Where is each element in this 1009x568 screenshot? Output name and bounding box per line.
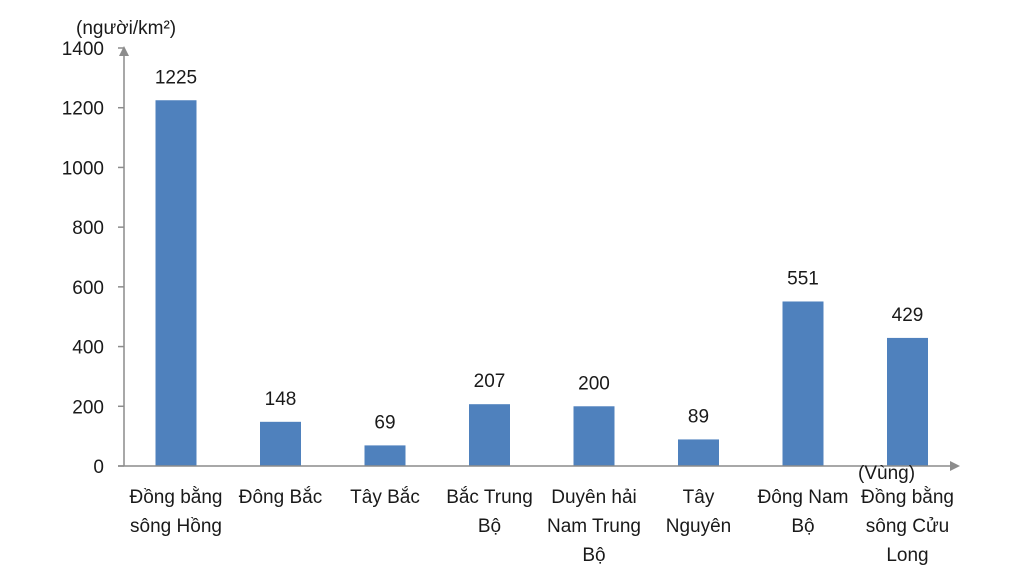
- category-label: Đồng bằng sông Cửu Long: [861, 486, 954, 566]
- y-axis-title: (người/km²): [76, 18, 176, 39]
- category-label: Duyên hải Nam Trung Bộ: [547, 487, 641, 566]
- bar: [887, 337, 928, 466]
- y-tick-label: 1000: [62, 158, 104, 179]
- data-label: 89: [688, 406, 709, 427]
- y-tick-label: 1400: [62, 39, 104, 60]
- category-label: Đông Nam Bộ: [758, 487, 849, 537]
- bar: [260, 421, 301, 466]
- data-label: 200: [578, 373, 610, 394]
- y-axis-ticks: 0 200 400 600 800 1000 1200 1400: [62, 39, 124, 478]
- data-label: 429: [892, 305, 924, 326]
- bar: [573, 406, 615, 466]
- y-tick-label: 600: [72, 278, 104, 299]
- category-label: Tây Nguyên: [666, 487, 732, 537]
- category-label: Đông Bắc: [239, 486, 322, 508]
- y-tick-label: 800: [72, 218, 104, 239]
- data-label: 1225: [155, 67, 197, 88]
- bar: [782, 301, 824, 466]
- bar: [678, 439, 719, 466]
- data-labels-group: 1225 148 69 207 200 89 551 429: [155, 67, 923, 433]
- category-label: Tây Bắc: [350, 486, 420, 508]
- bars-group: [155, 100, 928, 466]
- y-tick-label: 400: [72, 338, 104, 359]
- data-label: 69: [374, 412, 395, 433]
- data-label: 551: [787, 268, 819, 289]
- y-tick-label: 0: [93, 457, 104, 478]
- bar: [364, 445, 406, 466]
- data-label: 207: [474, 371, 506, 392]
- y-tick-label: 200: [72, 397, 104, 418]
- category-labels-group: Đồng bằng sông Hồng Đông Bắc Tây Bắc Bắc Tru…: [130, 486, 954, 566]
- category-label: Bắc Trung Bộ: [446, 486, 533, 537]
- bar: [469, 404, 510, 466]
- data-label: 148: [265, 389, 297, 410]
- bar: [155, 100, 197, 466]
- y-tick-label: 1200: [62, 99, 104, 120]
- category-label: Đồng bằng sông Hồng: [130, 486, 223, 537]
- x-axis-title: (Vùng): [858, 463, 915, 484]
